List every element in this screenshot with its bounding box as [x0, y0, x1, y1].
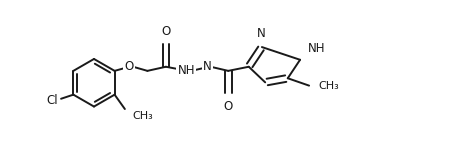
- Text: NH: NH: [177, 64, 195, 77]
- Text: CH₃: CH₃: [132, 111, 153, 121]
- Text: O: O: [124, 60, 134, 73]
- Text: CH₃: CH₃: [318, 81, 339, 91]
- Text: O: O: [224, 100, 233, 113]
- Text: N: N: [257, 27, 265, 40]
- Text: Cl: Cl: [46, 94, 58, 107]
- Text: N: N: [203, 60, 212, 73]
- Text: O: O: [161, 25, 170, 38]
- Text: NH: NH: [307, 42, 325, 55]
